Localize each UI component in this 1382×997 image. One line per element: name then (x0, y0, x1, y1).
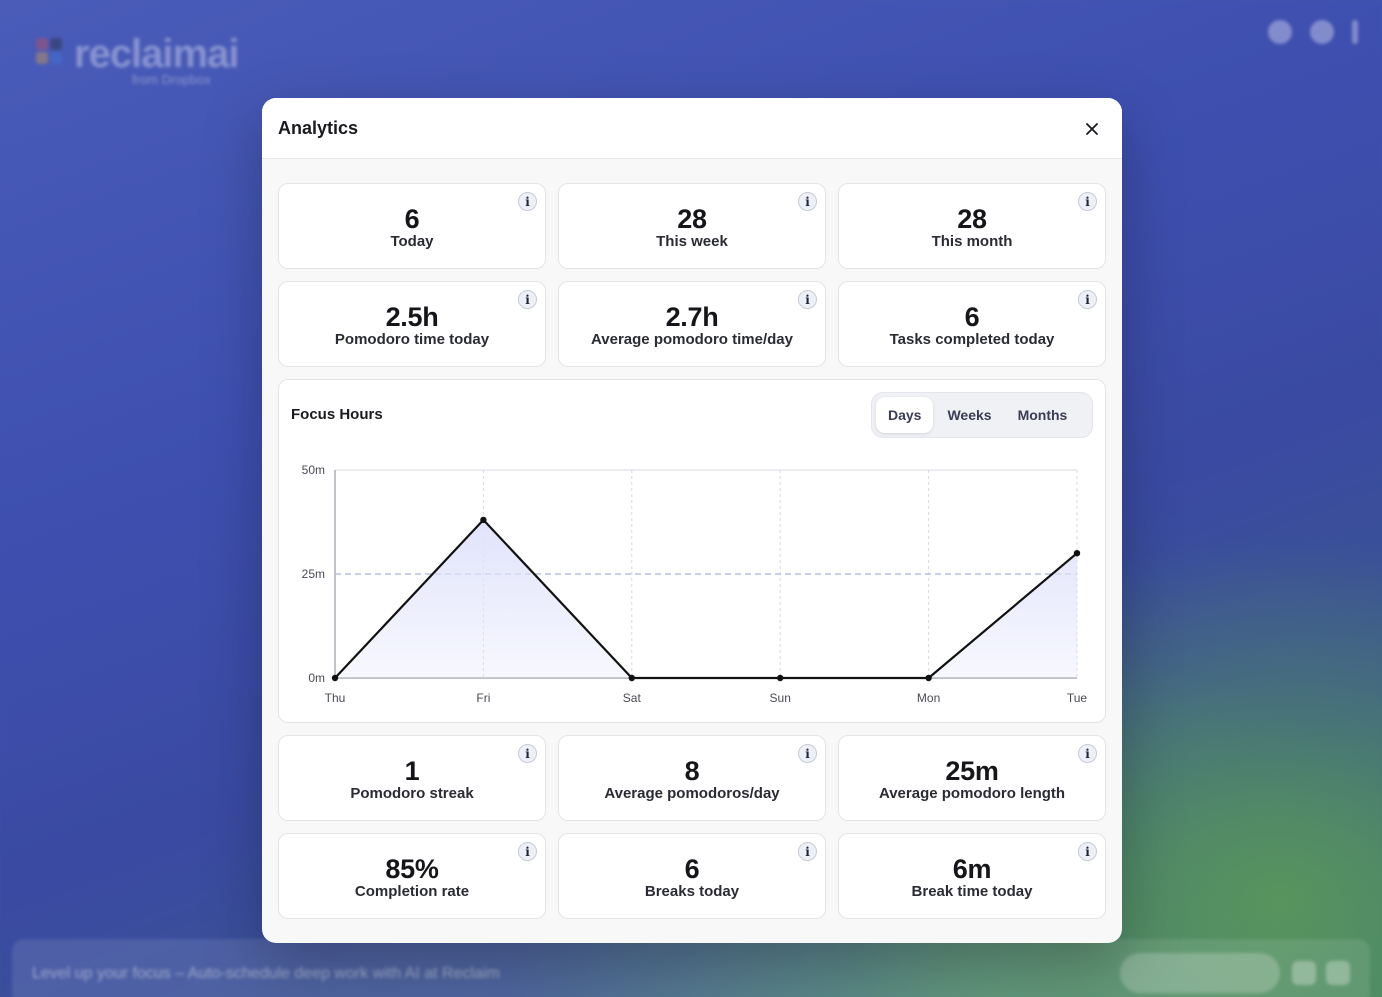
background-top-icons (1268, 20, 1358, 44)
x-tick-label: Sat (623, 691, 642, 705)
tab-days[interactable]: Days (876, 397, 934, 433)
stat-card-average-pomodoro-time-day: 2.7h Average pomodoro time/day i (558, 281, 826, 367)
stat-value: 28 (957, 204, 987, 234)
focus-hours-chart-card: Focus Hours Days Weeks Months 0m 25m 50m Thu F… (278, 379, 1106, 723)
stat-value: 2.7h (665, 302, 719, 332)
modal-body: 6 Today i 28 This week i 28 This month i 2.5h Pomo… (262, 159, 1122, 919)
info-icon[interactable]: i (798, 192, 817, 211)
x-tick-label: Tue (1067, 691, 1088, 705)
stat-card-this-month: 28 This month i (838, 183, 1106, 269)
stat-label: Average pomodoro time/day (591, 331, 793, 348)
stat-value: 6m (952, 854, 992, 884)
stat-value: 6 (964, 302, 980, 332)
focus-hours-chart: 0m 25m 50m Thu Fri Sat Sun Mon Tue (302, 463, 1088, 705)
range-segmented-control: Days Weeks Months (871, 392, 1093, 438)
stat-value: 2.5h (385, 302, 439, 332)
settings-icon (1310, 20, 1334, 44)
background-bottom-bar: Level up your focus – Auto-schedule deep… (12, 939, 1370, 997)
stat-card-pomodoro-streak: 1 Pomodoro streak i (278, 735, 546, 821)
stat-label: This month (931, 233, 1013, 250)
bottom-icon-a (1292, 961, 1316, 985)
x-tick-label: Thu (325, 691, 346, 705)
stat-card-today: 6 Today i (278, 183, 546, 269)
stat-label: This week (656, 233, 728, 250)
stats-grid-top: 6 Today i 28 This week i 28 This month i 2.5h Pomo… (278, 183, 1106, 367)
modal-title: Analytics (278, 117, 359, 138)
info-icon[interactable]: i (1078, 192, 1097, 211)
info-icon[interactable]: i (1078, 744, 1097, 763)
data-point (1073, 550, 1081, 557)
stat-label: Pomodoro streak (350, 785, 474, 802)
stat-card-average-pomodoro-length: 25m Average pomodoro length i (838, 735, 1106, 821)
series-area (335, 519, 1077, 678)
data-point (925, 674, 932, 682)
stat-label: Tasks completed today (889, 331, 1055, 348)
close-button[interactable] (1080, 117, 1104, 141)
stats-grid-bottom: 1 Pomodoro streak i 8 Average pomodoros/day i… (278, 735, 1106, 919)
y-tick-label: 25m (302, 567, 325, 581)
logo-subtitle: from Dropbox (132, 72, 211, 87)
close-icon (1086, 123, 1098, 135)
logo-wordmark: reclaimai (74, 32, 239, 76)
info-icon[interactable]: i (518, 842, 537, 861)
x-tick-label: Fri (476, 691, 490, 705)
modal-header: Analytics (262, 98, 1122, 159)
stat-label: Pomodoro time today (334, 331, 490, 348)
stat-card-tasks-completed-today: 6 Tasks completed today i (838, 281, 1106, 367)
tab-months[interactable]: Months (1017, 407, 1068, 423)
info-icon[interactable]: i (518, 744, 537, 763)
data-point (628, 674, 635, 682)
y-tick-label: 50m (302, 463, 325, 477)
stat-label: Break time today (911, 883, 1033, 900)
bottom-icon-b (1326, 961, 1350, 985)
home-icon (1268, 20, 1292, 44)
stat-card-completion-rate: 85% Completion rate i (278, 833, 546, 919)
x-tick-label: Mon (917, 691, 940, 705)
info-icon[interactable]: i (518, 290, 537, 309)
analytics-modal: Analytics 6 Today i 28 This week i 28 This mont… (262, 98, 1122, 943)
stat-label: Average pomodoros/day (604, 785, 780, 802)
stat-card-average-pomodoros-day: 8 Average pomodoros/day i (558, 735, 826, 821)
data-point (777, 674, 784, 682)
stat-label: Completion rate (354, 883, 470, 900)
reclaim-logo-mark (36, 38, 66, 68)
stat-card-breaks-today: 6 Breaks today i (558, 833, 826, 919)
bottom-pill-button (1120, 953, 1280, 993)
info-icon[interactable]: i (798, 290, 817, 309)
info-icon[interactable]: i (798, 842, 817, 861)
stat-value: 85% (385, 854, 439, 884)
background-logo: reclaimai from Dropbox (36, 32, 239, 94)
chart-title: Focus Hours (291, 406, 383, 423)
stat-card-break-time-today: 6m Break time today i (838, 833, 1106, 919)
y-tick-label: 0m (308, 671, 325, 685)
stat-value: 28 (677, 204, 707, 234)
tab-weeks[interactable]: Weeks (947, 407, 992, 423)
more-icon (1352, 20, 1358, 44)
stat-card-this-week: 28 This week i (558, 183, 826, 269)
stat-value: 25m (945, 756, 999, 786)
stat-value: 8 (684, 756, 700, 786)
info-icon[interactable]: i (1078, 290, 1097, 309)
x-tick-label: Sun (770, 691, 791, 705)
stat-value: 6 (684, 854, 700, 884)
data-point (480, 516, 487, 524)
stat-value: 6 (404, 204, 420, 234)
stat-card-pomodoro-time-today: 2.5h Pomodoro time today i (278, 281, 546, 367)
stat-label: Average pomodoro length (878, 785, 1066, 802)
bottom-banner-text: Level up your focus – Auto-schedule deep… (32, 965, 500, 982)
info-icon[interactable]: i (798, 744, 817, 763)
data-point (331, 674, 339, 682)
info-icon[interactable]: i (1078, 842, 1097, 861)
series-line (334, 518, 1078, 680)
info-icon[interactable]: i (518, 192, 537, 211)
stat-label: Today (390, 233, 434, 250)
stat-value: 1 (404, 756, 420, 786)
stat-label: Breaks today (644, 883, 740, 900)
